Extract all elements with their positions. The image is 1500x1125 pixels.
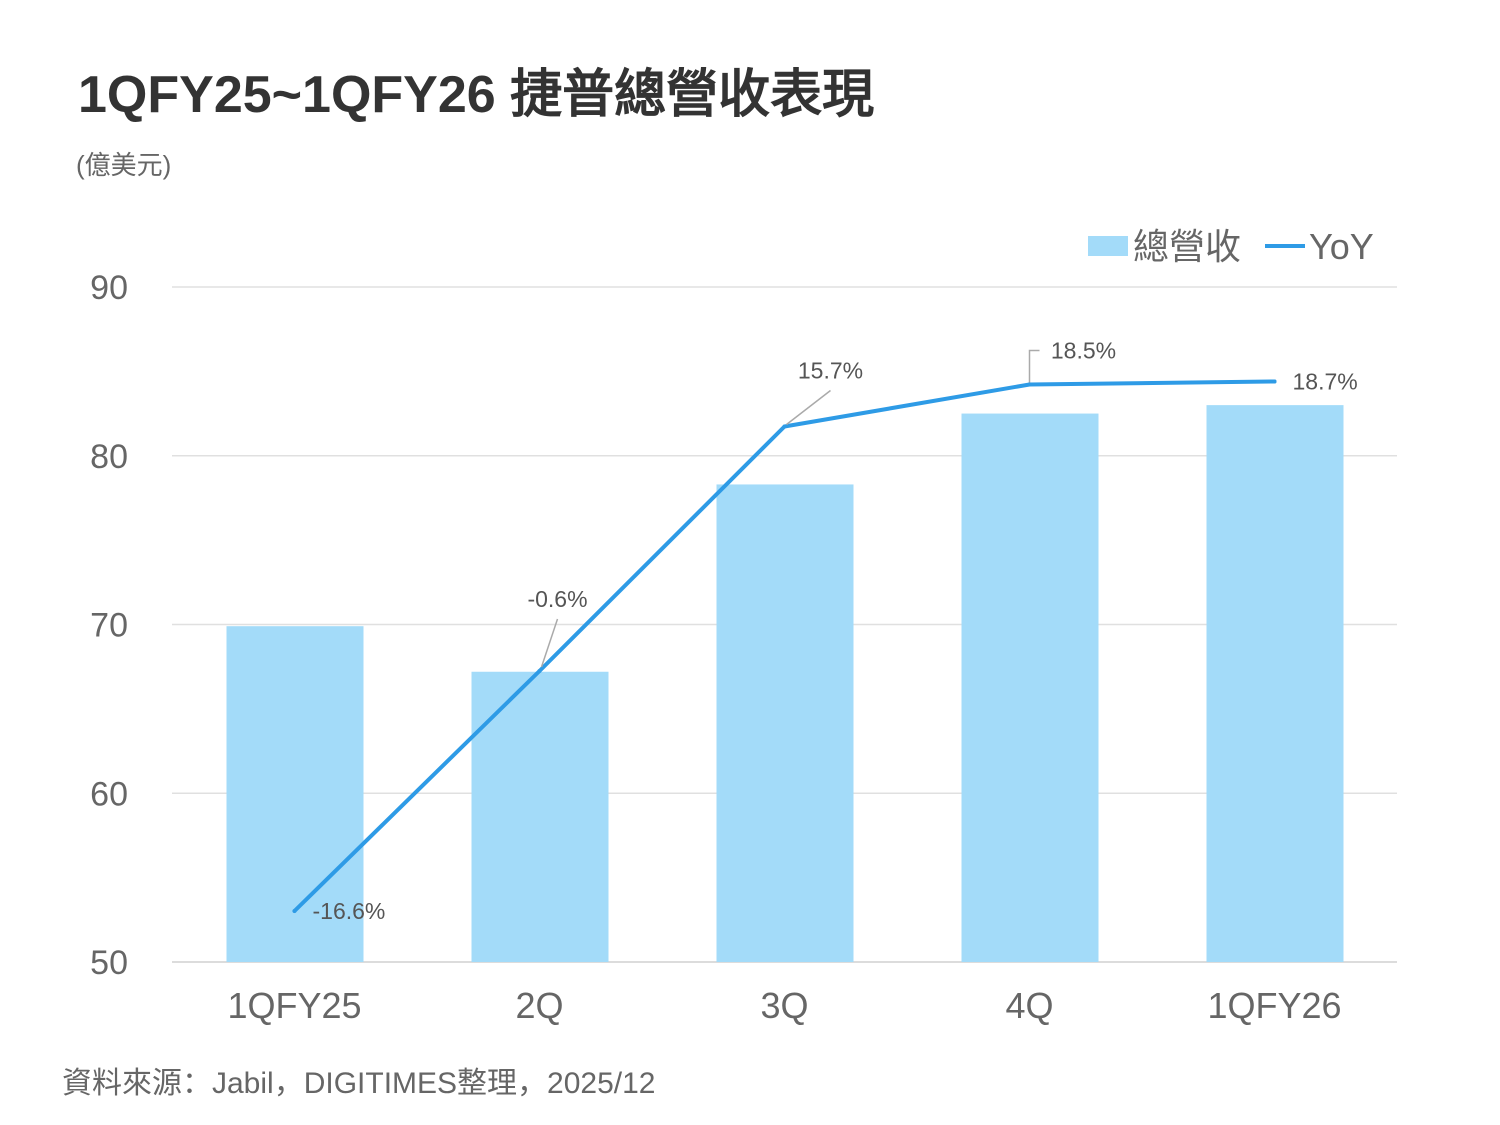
leader-line — [540, 618, 559, 668]
y-tick-label: 80 — [90, 438, 128, 476]
yoy-data-label: 18.7% — [1293, 369, 1358, 395]
yoy-data-label: -0.6% — [527, 586, 587, 612]
y-tick-label: 90 — [90, 269, 128, 307]
y-tick-label: 50 — [90, 944, 128, 982]
bar — [471, 671, 609, 962]
bar — [961, 413, 1099, 962]
leader-line — [1028, 349, 1040, 383]
unit-label: (億美元) — [76, 150, 172, 180]
y-tick-label: 60 — [90, 775, 128, 813]
x-tick-label: 1QFY26 — [1207, 985, 1341, 1026]
x-tick-label: 3Q — [760, 985, 808, 1026]
source-note: 資料來源：Jabil，DIGITIMES整理，2025/12 — [62, 1067, 656, 1100]
yoy-data-label: -16.6% — [313, 898, 386, 924]
legend-line-label: YoY — [1309, 226, 1374, 267]
legend-bar-label: 總營收 — [1133, 227, 1241, 268]
yoy-point — [1027, 382, 1032, 387]
bar — [226, 626, 364, 962]
x-tick-label: 1QFY25 — [227, 985, 361, 1026]
yoy-data-label: 15.7% — [798, 358, 863, 384]
yoy-point — [1272, 379, 1277, 384]
x-tick-label: 4Q — [1005, 985, 1053, 1026]
leader-line — [786, 389, 831, 426]
chart-title: 1QFY25~1QFY26 捷普總營收表現 — [78, 66, 875, 124]
x-tick-label: 2Q — [515, 985, 563, 1026]
yoy-point — [782, 424, 787, 429]
y-tick-label: 70 — [90, 607, 128, 645]
yoy-point — [537, 669, 542, 673]
yoy-data-label: 18.5% — [1051, 338, 1116, 364]
bar — [716, 484, 854, 962]
yoy-point — [292, 909, 297, 913]
bar — [1206, 405, 1344, 962]
legend-bar-swatch — [1088, 236, 1128, 256]
